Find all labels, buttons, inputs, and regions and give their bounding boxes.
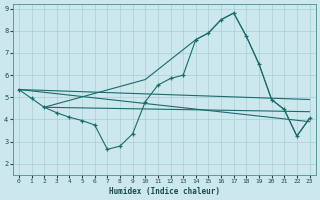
X-axis label: Humidex (Indice chaleur): Humidex (Indice chaleur) (109, 187, 220, 196)
